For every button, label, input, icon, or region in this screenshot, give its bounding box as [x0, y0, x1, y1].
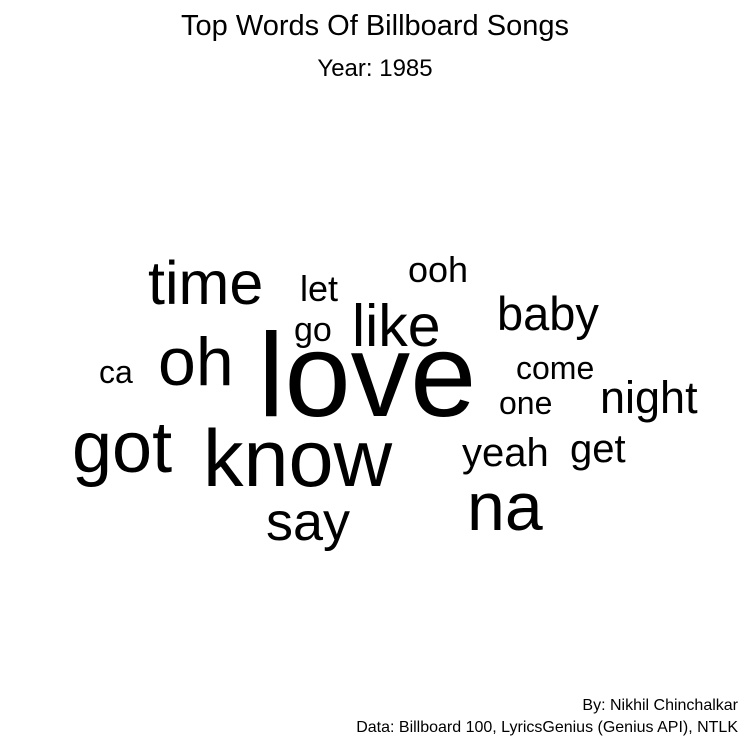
word-time: time [148, 249, 263, 317]
word-ooh: ooh [408, 249, 468, 290]
word-come: come [516, 350, 594, 386]
word-get: get [570, 427, 626, 471]
chart-title: Top Words Of Billboard Songs [181, 10, 569, 42]
word-yeah: yeah [462, 431, 549, 475]
word-like: like [352, 293, 441, 359]
word-know: know [203, 414, 393, 504]
word-na: na [467, 469, 543, 545]
word-one: one [499, 385, 552, 421]
word-love: love [258, 309, 476, 442]
word-go: go [294, 311, 332, 349]
word-got: got [72, 408, 172, 488]
word-let: let [300, 268, 338, 309]
word-oh: oh [158, 324, 234, 400]
chart-subtitle: Year: 1985 [317, 55, 433, 82]
word-baby: baby [497, 287, 599, 340]
data-source-credit: Data: Billboard 100, LyricsGenius (Geniu… [356, 719, 738, 736]
author-credit: By: Nikhil Chinchalkar [582, 697, 738, 714]
word-ca: ca [99, 354, 133, 390]
word-say: say [266, 492, 350, 552]
word-night: night [600, 372, 698, 423]
